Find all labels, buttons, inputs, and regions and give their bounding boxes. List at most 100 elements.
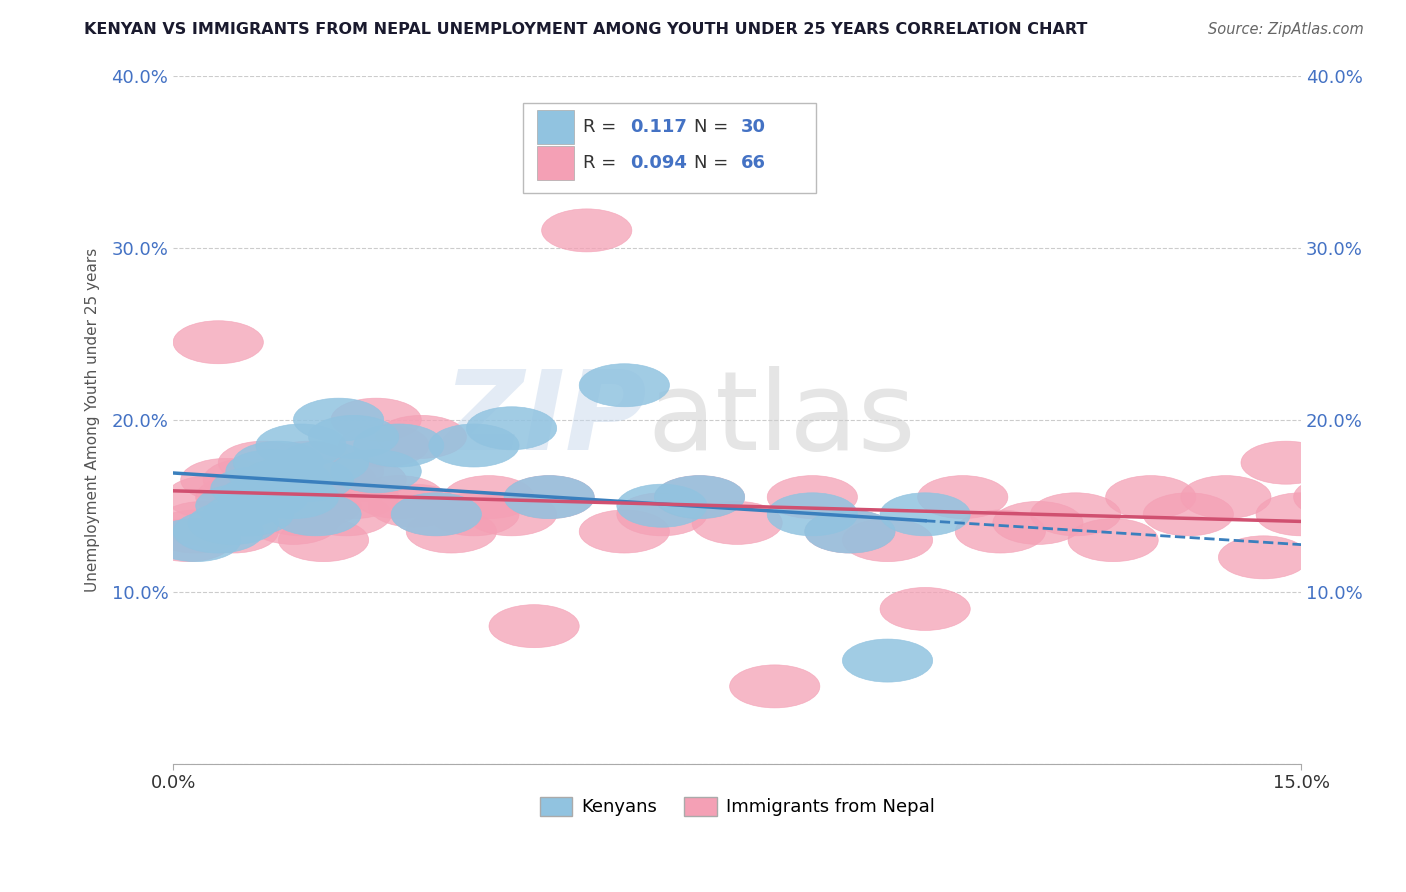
Ellipse shape xyxy=(195,484,285,527)
Text: 0.117: 0.117 xyxy=(630,118,688,136)
Ellipse shape xyxy=(271,492,361,536)
Ellipse shape xyxy=(180,458,271,501)
Ellipse shape xyxy=(804,510,896,553)
Ellipse shape xyxy=(1294,475,1384,518)
Ellipse shape xyxy=(880,492,970,536)
Ellipse shape xyxy=(316,458,406,501)
Text: atlas: atlas xyxy=(647,367,915,473)
Ellipse shape xyxy=(579,510,669,553)
Ellipse shape xyxy=(391,492,481,536)
Ellipse shape xyxy=(617,484,707,527)
Ellipse shape xyxy=(391,492,481,536)
Ellipse shape xyxy=(1256,492,1347,536)
Ellipse shape xyxy=(880,588,970,631)
Ellipse shape xyxy=(240,458,330,501)
Ellipse shape xyxy=(218,475,308,518)
Ellipse shape xyxy=(1331,492,1406,536)
Ellipse shape xyxy=(1105,475,1197,518)
Ellipse shape xyxy=(211,484,301,527)
Ellipse shape xyxy=(842,639,932,682)
Legend: Kenyans, Immigrants from Nepal: Kenyans, Immigrants from Nepal xyxy=(533,789,942,823)
Ellipse shape xyxy=(240,458,330,501)
Ellipse shape xyxy=(1069,518,1159,562)
Ellipse shape xyxy=(467,407,557,450)
Ellipse shape xyxy=(285,458,377,501)
Ellipse shape xyxy=(263,442,354,484)
Ellipse shape xyxy=(692,501,782,544)
Text: 66: 66 xyxy=(741,154,765,172)
Ellipse shape xyxy=(804,510,896,553)
Text: 0.094: 0.094 xyxy=(630,154,688,172)
Text: KENYAN VS IMMIGRANTS FROM NEPAL UNEMPLOYMENT AMONG YOUTH UNDER 25 YEARS CORRELAT: KENYAN VS IMMIGRANTS FROM NEPAL UNEMPLOY… xyxy=(84,22,1088,37)
FancyBboxPatch shape xyxy=(537,111,574,144)
Ellipse shape xyxy=(444,475,534,518)
Ellipse shape xyxy=(1369,510,1406,553)
Ellipse shape xyxy=(143,518,233,562)
Ellipse shape xyxy=(503,475,595,518)
Ellipse shape xyxy=(249,475,339,518)
Text: N =: N = xyxy=(695,154,728,172)
Ellipse shape xyxy=(730,665,820,708)
FancyBboxPatch shape xyxy=(537,146,574,180)
Ellipse shape xyxy=(249,501,339,544)
Ellipse shape xyxy=(233,442,323,484)
Ellipse shape xyxy=(204,458,294,501)
Ellipse shape xyxy=(377,416,467,458)
Ellipse shape xyxy=(955,510,1046,553)
Ellipse shape xyxy=(294,398,384,442)
Ellipse shape xyxy=(166,475,256,518)
Ellipse shape xyxy=(195,475,285,518)
Ellipse shape xyxy=(218,442,308,484)
Ellipse shape xyxy=(211,467,301,510)
Text: ZIP: ZIP xyxy=(443,367,647,473)
Ellipse shape xyxy=(278,518,368,562)
Ellipse shape xyxy=(503,475,595,518)
Text: R =: R = xyxy=(582,154,616,172)
Ellipse shape xyxy=(188,510,278,553)
Ellipse shape xyxy=(263,458,354,501)
Ellipse shape xyxy=(339,424,429,467)
Ellipse shape xyxy=(993,501,1083,544)
Ellipse shape xyxy=(541,209,631,252)
Ellipse shape xyxy=(173,510,263,553)
Ellipse shape xyxy=(150,518,240,562)
Ellipse shape xyxy=(150,510,240,553)
Ellipse shape xyxy=(617,492,707,536)
Ellipse shape xyxy=(1392,475,1406,518)
Ellipse shape xyxy=(368,484,458,527)
Text: Source: ZipAtlas.com: Source: ZipAtlas.com xyxy=(1208,22,1364,37)
Ellipse shape xyxy=(308,416,399,458)
Ellipse shape xyxy=(233,467,323,510)
Ellipse shape xyxy=(1181,475,1271,518)
Ellipse shape xyxy=(308,475,399,518)
Ellipse shape xyxy=(1143,492,1233,536)
Y-axis label: Unemployment Among Youth under 25 years: Unemployment Among Youth under 25 years xyxy=(86,248,100,591)
Ellipse shape xyxy=(256,492,346,536)
Ellipse shape xyxy=(330,398,422,442)
Ellipse shape xyxy=(354,475,444,518)
Ellipse shape xyxy=(489,605,579,648)
Ellipse shape xyxy=(256,424,346,467)
Text: 30: 30 xyxy=(741,118,765,136)
Ellipse shape xyxy=(406,510,496,553)
Ellipse shape xyxy=(204,492,294,536)
Ellipse shape xyxy=(278,442,368,484)
Ellipse shape xyxy=(654,475,745,518)
Ellipse shape xyxy=(157,501,249,544)
Text: N =: N = xyxy=(695,118,728,136)
Ellipse shape xyxy=(301,492,391,536)
Ellipse shape xyxy=(226,450,316,492)
Ellipse shape xyxy=(429,424,519,467)
Ellipse shape xyxy=(226,484,316,527)
Ellipse shape xyxy=(354,424,444,467)
Ellipse shape xyxy=(1241,442,1331,484)
Ellipse shape xyxy=(173,321,263,364)
Ellipse shape xyxy=(579,364,669,407)
FancyBboxPatch shape xyxy=(523,103,815,193)
Ellipse shape xyxy=(429,492,519,536)
Ellipse shape xyxy=(768,475,858,518)
Ellipse shape xyxy=(918,475,1008,518)
Ellipse shape xyxy=(330,450,422,492)
Ellipse shape xyxy=(654,475,745,518)
Ellipse shape xyxy=(1316,501,1406,544)
